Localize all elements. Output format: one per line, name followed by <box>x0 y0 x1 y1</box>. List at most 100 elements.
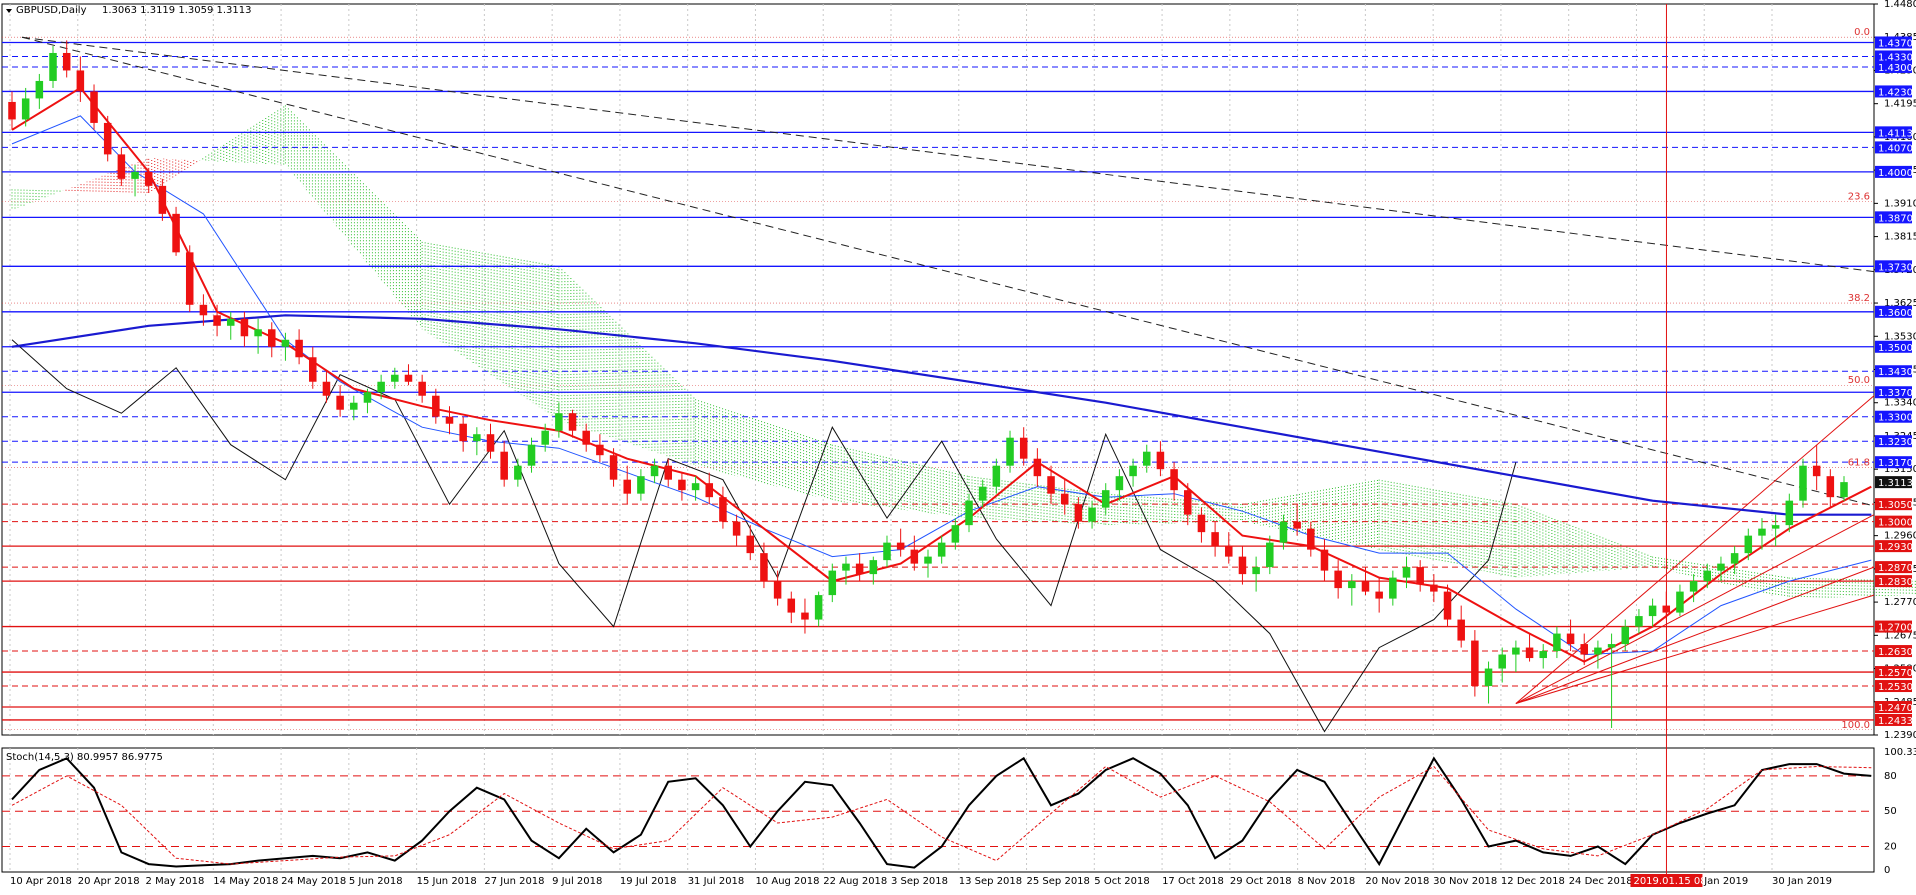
candle[interactable] <box>35 73 44 109</box>
candle[interactable] <box>76 56 85 102</box>
candle[interactable] <box>377 374 385 400</box>
candle[interactable] <box>1484 661 1493 704</box>
candle[interactable] <box>828 563 837 603</box>
candle[interactable] <box>883 535 891 568</box>
candle[interactable] <box>801 598 809 634</box>
candle[interactable] <box>855 553 864 582</box>
candle[interactable] <box>1662 591 1671 620</box>
candle[interactable] <box>1607 633 1616 729</box>
candle[interactable] <box>965 493 973 533</box>
candle[interactable] <box>185 245 194 312</box>
candle[interactable] <box>350 395 358 421</box>
candle[interactable] <box>103 115 112 162</box>
candle[interactable] <box>1170 462 1178 501</box>
candle[interactable] <box>1416 560 1424 592</box>
candle[interactable] <box>1744 528 1753 561</box>
candle[interactable] <box>596 434 604 463</box>
candle[interactable] <box>1184 483 1192 526</box>
candle[interactable] <box>910 535 919 571</box>
candle[interactable] <box>1156 441 1165 477</box>
candle[interactable] <box>144 168 153 193</box>
candle[interactable] <box>1129 458 1137 487</box>
candle[interactable] <box>1471 630 1479 697</box>
candle[interactable] <box>1142 444 1151 473</box>
candle[interactable] <box>268 322 276 358</box>
candle[interactable] <box>432 388 440 424</box>
candle[interactable] <box>1730 546 1739 575</box>
candle[interactable] <box>1047 465 1055 505</box>
fan-line[interactable] <box>1515 395 1875 704</box>
candle[interactable] <box>1334 560 1342 599</box>
candle[interactable] <box>1307 521 1315 557</box>
candle[interactable] <box>1197 507 1206 543</box>
candle[interactable] <box>1689 574 1698 603</box>
candle[interactable] <box>21 87 30 127</box>
candle[interactable] <box>1443 584 1452 627</box>
candle[interactable] <box>1101 483 1110 515</box>
candle[interactable] <box>459 416 467 452</box>
candle[interactable] <box>1088 500 1096 529</box>
candle[interactable] <box>1525 633 1534 662</box>
candle[interactable] <box>322 371 331 403</box>
candle[interactable] <box>1375 577 1383 613</box>
candle[interactable] <box>1840 476 1848 502</box>
candle[interactable] <box>240 311 249 347</box>
candle[interactable] <box>705 472 714 505</box>
candle[interactable] <box>1812 444 1821 491</box>
candle[interactable] <box>90 84 98 130</box>
candle[interactable] <box>1060 479 1069 515</box>
candle[interactable] <box>486 423 495 459</box>
candle[interactable] <box>1512 640 1520 673</box>
candle[interactable] <box>500 441 508 487</box>
candle[interactable] <box>1648 598 1657 627</box>
candle[interactable] <box>404 364 413 386</box>
candle[interactable] <box>473 427 481 456</box>
candle[interactable] <box>445 406 454 435</box>
candle[interactable] <box>527 437 536 473</box>
candle[interactable] <box>1252 556 1260 592</box>
candle[interactable] <box>664 458 672 487</box>
candle[interactable] <box>1566 619 1575 652</box>
candle[interactable] <box>568 409 577 438</box>
trendline-descending[interactable] <box>21 36 1875 507</box>
candle[interactable] <box>213 304 221 337</box>
candle[interactable] <box>609 448 618 487</box>
candle[interactable] <box>773 570 782 606</box>
candle[interactable] <box>131 164 139 197</box>
candle[interactable] <box>937 535 946 564</box>
candle[interactable] <box>1594 640 1602 669</box>
candle[interactable] <box>391 367 399 389</box>
candle[interactable] <box>1676 584 1684 617</box>
candle[interactable] <box>1238 546 1247 585</box>
candle[interactable] <box>1785 493 1794 533</box>
candle[interactable] <box>951 518 960 550</box>
candle[interactable] <box>992 458 1001 494</box>
candle[interactable] <box>691 476 700 501</box>
candle[interactable] <box>226 311 235 340</box>
candle[interactable] <box>842 556 850 585</box>
fan-lines[interactable] <box>1515 395 1875 705</box>
candle[interactable] <box>49 45 57 88</box>
candle[interactable] <box>896 528 905 557</box>
candle[interactable] <box>678 472 686 501</box>
candle[interactable] <box>1703 563 1712 589</box>
candle[interactable] <box>117 147 126 186</box>
candle[interactable] <box>1580 633 1588 666</box>
candle[interactable] <box>1006 430 1014 473</box>
candle[interactable] <box>637 469 645 501</box>
candle[interactable] <box>814 591 823 627</box>
candle[interactable] <box>787 591 796 624</box>
candle[interactable] <box>1758 518 1766 550</box>
candle[interactable] <box>1402 556 1411 589</box>
candle[interactable] <box>336 385 344 417</box>
candle[interactable] <box>924 549 932 578</box>
candle[interactable] <box>1225 532 1233 564</box>
candle[interactable] <box>623 465 631 505</box>
candle[interactable] <box>582 423 590 452</box>
candle[interactable] <box>1211 521 1219 557</box>
candle[interactable] <box>1430 574 1438 603</box>
candle[interactable] <box>62 40 71 78</box>
candle[interactable] <box>1717 556 1725 582</box>
candle[interactable] <box>254 318 262 354</box>
candle[interactable] <box>760 542 768 589</box>
